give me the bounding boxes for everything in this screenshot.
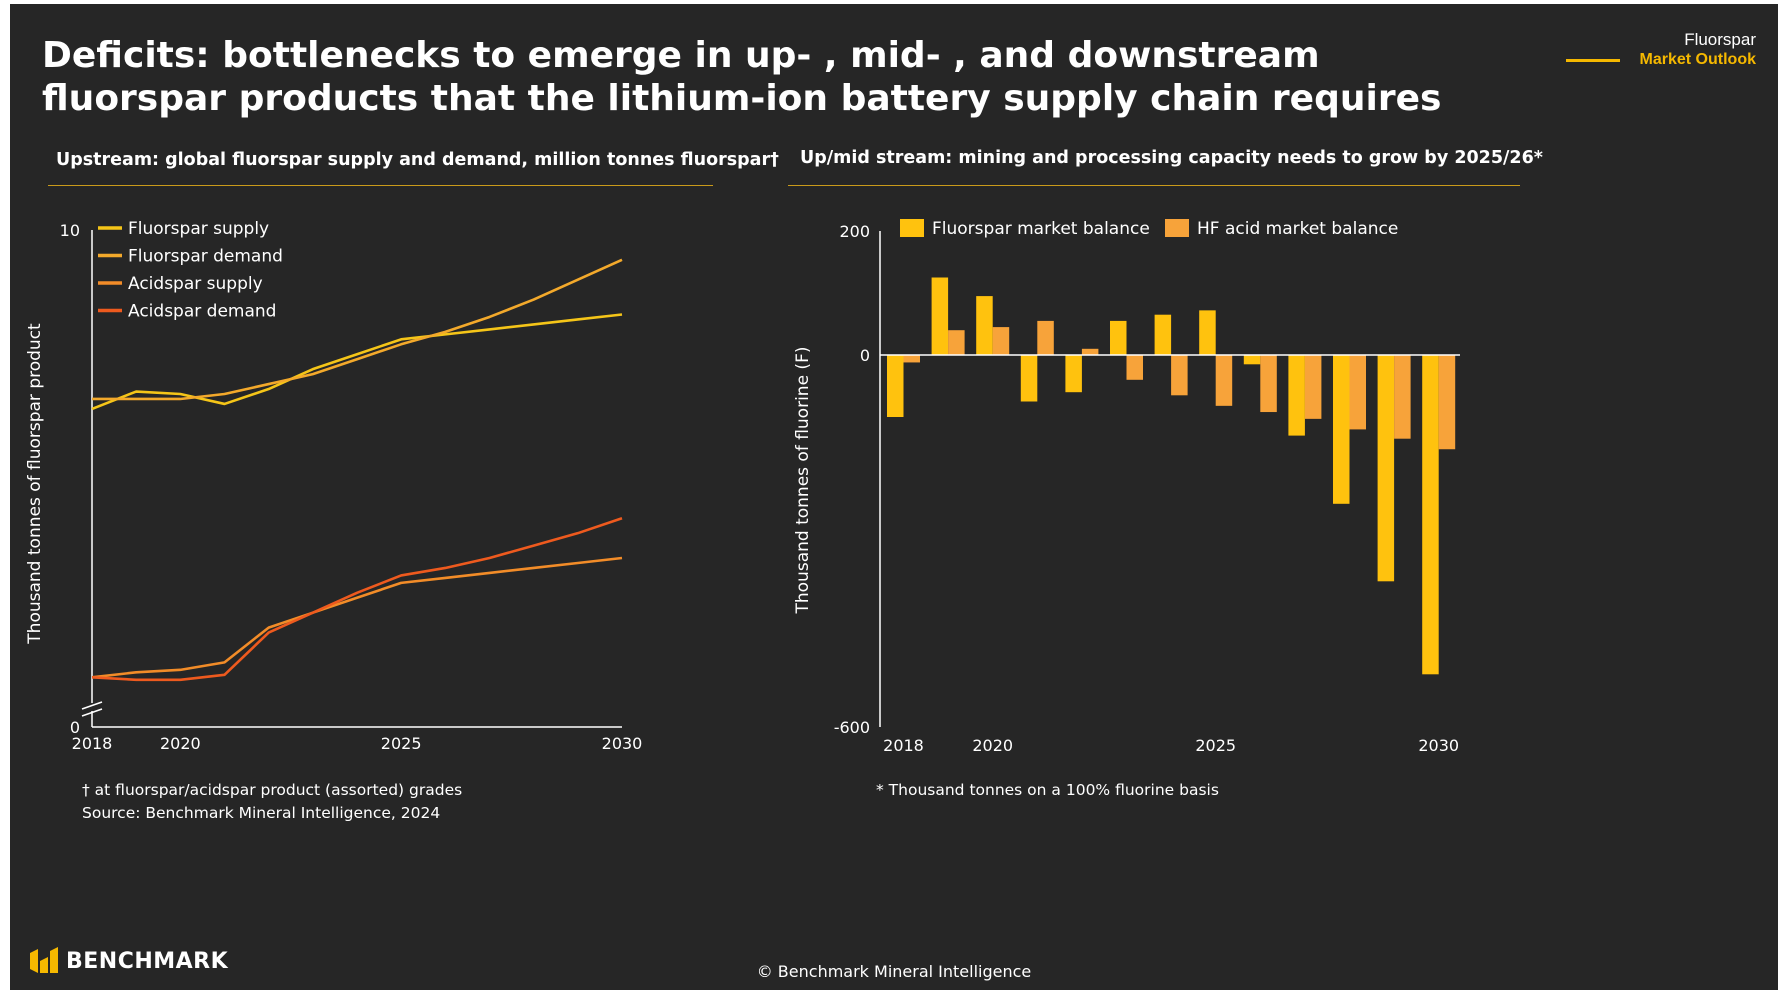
legend-label: Fluorspar demand	[128, 247, 283, 267]
right-x-tick-label: 2025	[1195, 736, 1236, 755]
bar-hf-acid-balance	[1349, 355, 1366, 430]
right-x-tick-label: 2018	[883, 736, 924, 755]
bar-hf-acid-balance	[1438, 355, 1456, 450]
legend-label: Acidspar demand	[128, 302, 276, 322]
bar-fluorspar-balance	[1243, 355, 1261, 365]
line-series-acidspar-demand	[91, 517, 623, 682]
bar-hf-acid-balance	[1260, 355, 1277, 413]
left-x-tick-label: 2020	[160, 734, 201, 753]
legend-label: Fluorspar supply	[128, 219, 269, 239]
left-footnote-grades: † at fluorspar/acidspar product (assorte…	[82, 781, 463, 799]
left-axis-break-mark	[81, 701, 103, 710]
left-axis-break-gap	[84, 703, 100, 711]
bar-fluorspar-balance	[931, 277, 949, 355]
copyright: © Benchmark Mineral Intelligence	[756, 962, 1032, 981]
legend-label: Acidspar supply	[128, 274, 263, 294]
bar-fluorspar-balance	[1377, 355, 1395, 582]
bar-fluorspar-balance	[1110, 320, 1127, 355]
bar-fluorspar-balance	[1333, 355, 1350, 504]
left-x-tick-label: 2030	[602, 734, 643, 753]
bar-fluorspar-balance	[1065, 355, 1082, 393]
left-y-tick-label: 10	[60, 221, 80, 240]
right-x-tick-label: 2030	[1418, 736, 1459, 755]
benchmark-logo-icon	[30, 947, 58, 973]
title-line-2: fluorspar products that the lithium-ion …	[42, 78, 1442, 119]
bar-hf-acid-balance	[1081, 348, 1099, 355]
left-y-tick-label: 0	[70, 718, 80, 737]
bar-hf-acid-balance	[1394, 355, 1411, 439]
bar-fluorspar-balance	[1422, 355, 1439, 675]
right-x-tick-label: 2020	[972, 736, 1013, 755]
legend-swatch	[1165, 219, 1189, 237]
left-panel-rule	[48, 185, 713, 186]
left-x-tick-label: 2018	[72, 734, 113, 753]
bar-hf-acid-balance	[1215, 355, 1233, 406]
charts-canvas: 0 10 2018 2020 2025 2030 Thousand tonnes of fl…	[25, 219, 1460, 755]
right-y-tick-label: 0	[860, 346, 870, 365]
report-tag-line	[1566, 59, 1620, 62]
bar-fluorspar-balance	[887, 355, 904, 417]
left-panel-title: Upstream: global fluorspar supply and de…	[56, 150, 779, 170]
benchmark-logo-text: BENCHMARK	[66, 948, 229, 974]
bar-fluorspar-balance	[1288, 355, 1305, 436]
bar-hf-acid-balance	[992, 327, 1010, 355]
slide: Deficits: bottlenecks to emerge in up- ,…	[10, 4, 1778, 990]
left-y-axis-label: Thousand tonnes of fluorspar product	[25, 323, 45, 645]
line-series-fluorspar-supply	[91, 313, 623, 411]
bar-hf-acid-balance	[948, 330, 965, 355]
right-y-tick-label: -600	[834, 718, 870, 737]
bar-fluorspar-balance	[976, 296, 993, 355]
report-tag-sub: Market Outlook	[1639, 51, 1756, 68]
report-tag-top: Fluorspar	[1684, 30, 1756, 49]
legend-label: Fluorspar market balance	[932, 219, 1150, 239]
right-y-tick-label: 200	[839, 222, 870, 241]
benchmark-logo: BENCHMARK	[28, 947, 228, 975]
bar-fluorspar-balance	[1199, 310, 1216, 355]
bar-hf-acid-balance	[1171, 355, 1188, 396]
left-footnote-source: Source: Benchmark Mineral Intelligence, …	[82, 804, 441, 822]
bar-fluorspar-balance	[1020, 355, 1038, 402]
right-panel-title: Up/mid stream: mining and processing cap…	[800, 148, 1543, 168]
legend-swatch	[900, 219, 924, 237]
right-footnote: * Thousand tonnes on a 100% fluorine bas…	[876, 781, 1219, 799]
bar-hf-acid-balance	[903, 355, 920, 363]
page-title: Deficits: bottlenecks to emerge in up- ,…	[42, 34, 1442, 120]
bar-hf-acid-balance	[1037, 320, 1054, 355]
left-x-tick-label: 2025	[381, 734, 422, 753]
right-y-axis-label: Thousand tonnes of fluorine (F)	[793, 347, 813, 615]
bar-hf-acid-balance	[1304, 355, 1322, 419]
title-line-1: Deficits: bottlenecks to emerge in up- ,…	[42, 35, 1320, 76]
legend-label: HF acid market balance	[1197, 219, 1398, 239]
report-tag: Fluorspar Market Outlook	[1640, 30, 1756, 70]
line-series-acidspar-supply	[91, 556, 623, 679]
bar-hf-acid-balance	[1126, 355, 1143, 380]
bar-fluorspar-balance	[1154, 314, 1172, 355]
right-panel-rule	[788, 185, 1520, 186]
left-axis-break-mark	[81, 708, 103, 717]
line-series-fluorspar-demand	[92, 258, 623, 401]
